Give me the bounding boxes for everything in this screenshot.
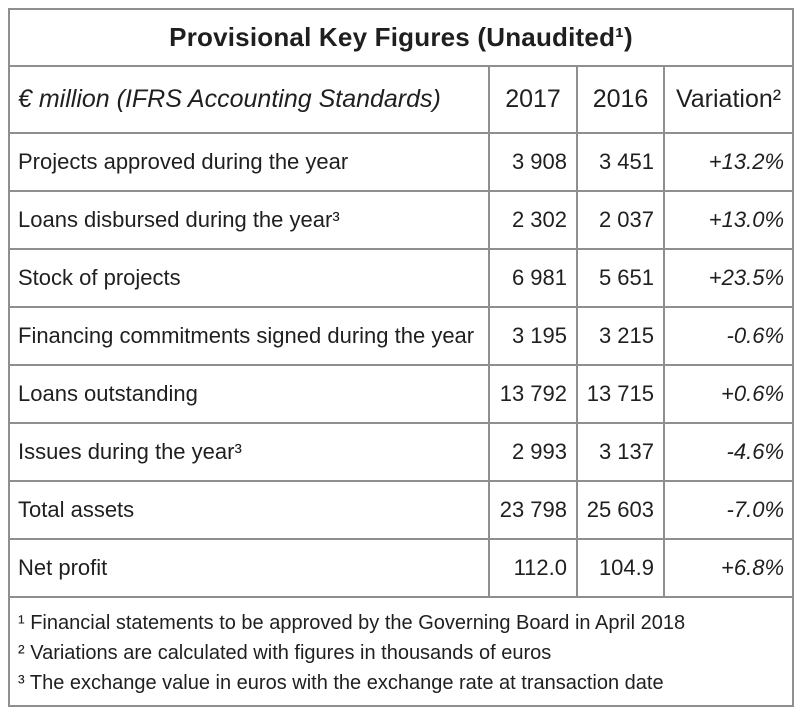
table-row: Financing commitments signed during the …: [8, 306, 795, 366]
value-2016: 2 037: [576, 190, 665, 250]
column-header-unit: € million (IFRS Accounting Standards): [8, 65, 490, 134]
value-variation: -0.6%: [662, 306, 795, 366]
value-2017: 13 792: [488, 364, 578, 424]
table-header-row: € million (IFRS Accounting Standards) 20…: [8, 65, 795, 134]
table-row: Loans disbursed during the year³ 2 302 2…: [8, 190, 795, 250]
table-title-row: Provisional Key Figures (Unaudited¹): [7, 8, 795, 67]
value-2016: 3 215: [576, 306, 665, 366]
row-label: Projects approved during the year: [8, 132, 490, 192]
value-variation: +13.2%: [662, 132, 795, 192]
value-2017: 2 993: [488, 422, 578, 482]
row-label: Stock of projects: [8, 248, 490, 308]
table-row: Total assets 23 798 25 603 -7.0%: [8, 480, 795, 540]
footnotes: ¹ Financial statements to be approved by…: [7, 596, 795, 707]
value-2016: 5 651: [576, 248, 665, 308]
table-row: Net profit 112.0 104.9 +6.8%: [8, 538, 795, 598]
footnote-3: ³ The exchange value in euros with the e…: [18, 672, 664, 694]
footnote-1: ¹ Financial statements to be approved by…: [18, 612, 686, 634]
value-2017: 6 981: [488, 248, 578, 308]
row-label: Total assets: [8, 480, 490, 540]
table-row: Issues during the year³ 2 993 3 137 -4.6…: [8, 422, 795, 482]
value-2016: 104.9: [576, 538, 665, 598]
value-2017: 3 908: [488, 132, 578, 192]
value-variation: -7.0%: [662, 480, 795, 540]
value-2017: 23 798: [488, 480, 578, 540]
value-variation: -4.6%: [662, 422, 795, 482]
value-2017: 2 302: [488, 190, 578, 250]
value-2017: 112.0: [488, 538, 578, 598]
row-label: Financing commitments signed during the …: [8, 306, 490, 366]
value-2016: 25 603: [576, 480, 665, 540]
table-row: Stock of projects 6 981 5 651 +23.5%: [8, 248, 795, 308]
footnote-2: ² Variations are calculated with figures…: [18, 642, 552, 664]
table-title: Provisional Key Figures (Unaudited¹): [7, 8, 795, 67]
row-label: Loans outstanding: [8, 364, 490, 424]
value-variation: +0.6%: [662, 364, 795, 424]
value-variation: +6.8%: [662, 538, 795, 598]
column-header-2016: 2016: [576, 65, 665, 134]
value-2017: 3 195: [488, 306, 578, 366]
footnotes-row: ¹ Financial statements to be approved by…: [7, 596, 795, 707]
value-2016: 13 715: [576, 364, 665, 424]
column-header-variation: Variation²: [662, 65, 795, 134]
column-header-2017: 2017: [488, 65, 578, 134]
key-figures-table: Provisional Key Figures (Unaudited¹) € m…: [7, 8, 795, 707]
value-2016: 3 137: [576, 422, 665, 482]
row-label: Issues during the year³: [8, 422, 490, 482]
row-label: Net profit: [8, 538, 490, 598]
row-label: Loans disbursed during the year³: [8, 190, 490, 250]
table-row: Loans outstanding 13 792 13 715 +0.6%: [8, 364, 795, 424]
value-variation: +13.0%: [662, 190, 795, 250]
table-row: Projects approved during the year 3 908 …: [8, 132, 795, 192]
value-variation: +23.5%: [662, 248, 795, 308]
value-2016: 3 451: [576, 132, 665, 192]
